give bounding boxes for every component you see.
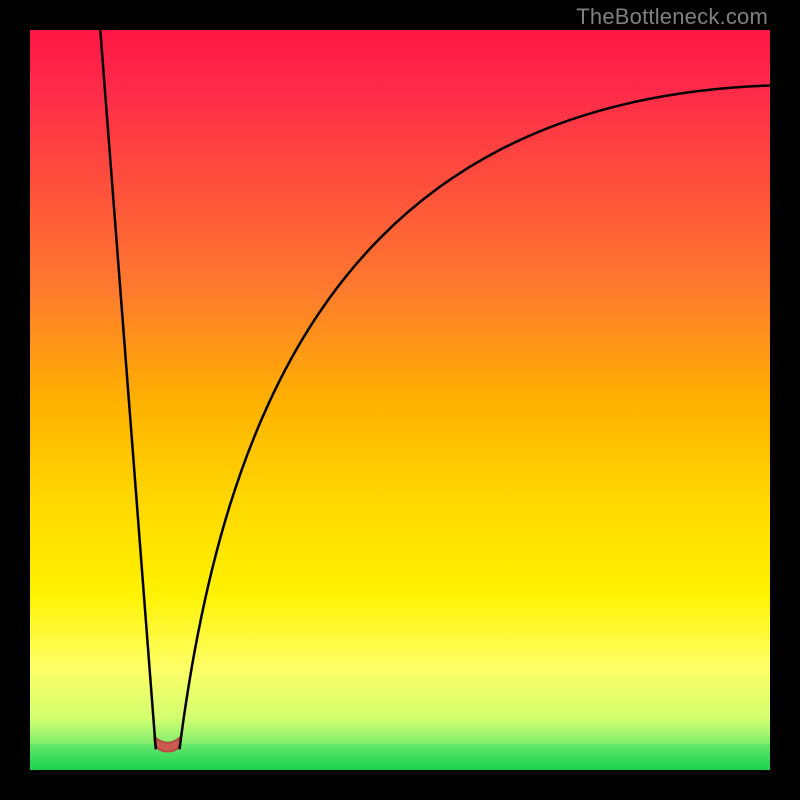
curve-right-branch (179, 86, 770, 750)
watermark-text: TheBottleneck.com (576, 4, 768, 30)
chart-panel (30, 30, 770, 770)
curve-left-branch (100, 30, 156, 749)
bottleneck-curve (30, 30, 770, 770)
optimum-notch-marker (154, 737, 181, 752)
